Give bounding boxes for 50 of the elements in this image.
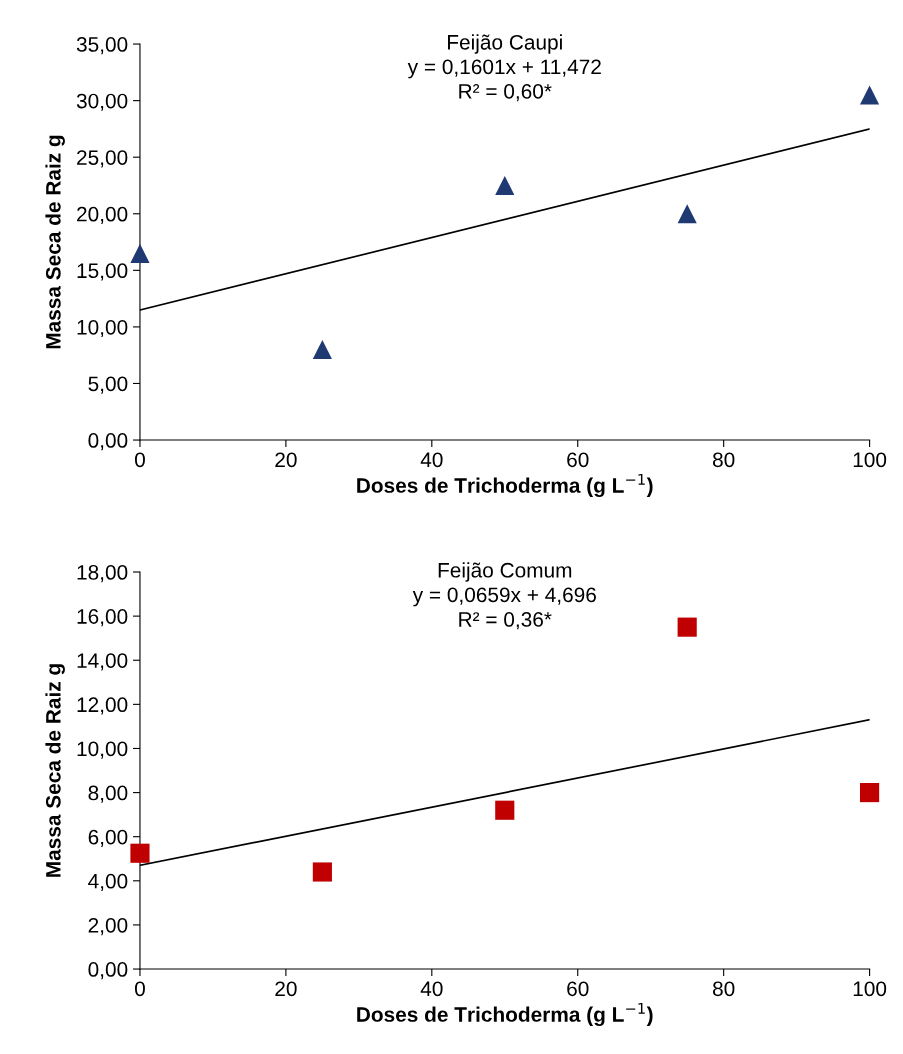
y-tick-label: 15,00 (77, 263, 128, 281)
point (130, 243, 150, 263)
x-axis-title: Doses de Trichoderma (g L$^{−1}$) (357, 474, 653, 498)
y-tick-label: 2,00 (88, 917, 128, 936)
annotation: R² = 0,36* (459, 612, 552, 630)
y-tick-label: 8,00 (88, 785, 128, 803)
point (130, 843, 150, 863)
x-tick-label: 40 (420, 452, 443, 468)
y-tick-label: 6,00 (88, 829, 128, 847)
y-tick-label: 10,00 (77, 319, 128, 338)
x-tick-label: 100 (853, 452, 887, 468)
x-tick-label: 0 (134, 981, 145, 997)
x-tick-label: 60 (567, 452, 589, 468)
x-tick-label: 80 (712, 981, 735, 997)
y-tick-label: 14,00 (77, 653, 128, 671)
x-tick-label: 0 (134, 452, 145, 468)
y-tick-label: 0,00 (88, 962, 128, 980)
x-tick-label: 40 (420, 981, 443, 997)
point (495, 175, 515, 196)
point (312, 339, 332, 360)
point (677, 204, 697, 224)
y-tick-label: 18,00 (77, 565, 128, 583)
y-tick-label: 35,00 (76, 37, 128, 55)
y-tick-label: 25,00 (77, 150, 128, 168)
y-tick-label: 10,00 (77, 741, 128, 759)
x-tick-label: 100 (853, 981, 887, 997)
y-tick-label: 0,00 (88, 433, 128, 451)
annotation: R² = 0,60* (459, 84, 552, 102)
y-tick-label: 5,00 (88, 376, 128, 394)
point (860, 783, 880, 803)
y-tick-label: 30,00 (76, 93, 128, 111)
x-tick-label: 60 (567, 981, 589, 997)
y-axis-title: Massa Seca de Raiz g (45, 664, 65, 877)
x-tick-label: 20 (275, 981, 297, 997)
x-tick-label: 20 (275, 452, 297, 468)
y-axis-title: Massa Seca de Raiz g (45, 135, 65, 349)
point (312, 862, 332, 882)
chart-title: Feijão Caupi (448, 34, 562, 54)
y-tick-label: 20,00 (77, 206, 128, 224)
y-tick-label: 4,00 (88, 873, 128, 892)
y-tick-label: 16,00 (77, 609, 128, 627)
point (495, 800, 515, 820)
y-tick-label: 12,00 (77, 697, 128, 715)
annotation: y = 0,0659x + 4,696 (412, 587, 596, 607)
x-tick-label: 80 (712, 452, 735, 468)
chart-title: Feijão Comum (438, 562, 572, 582)
point (677, 617, 697, 637)
annotation: y = 0,1601x + 11,472 (407, 59, 601, 79)
point (860, 85, 880, 105)
x-axis-title: Doses de Trichoderma (g L$^{−1}$) (357, 1003, 653, 1027)
